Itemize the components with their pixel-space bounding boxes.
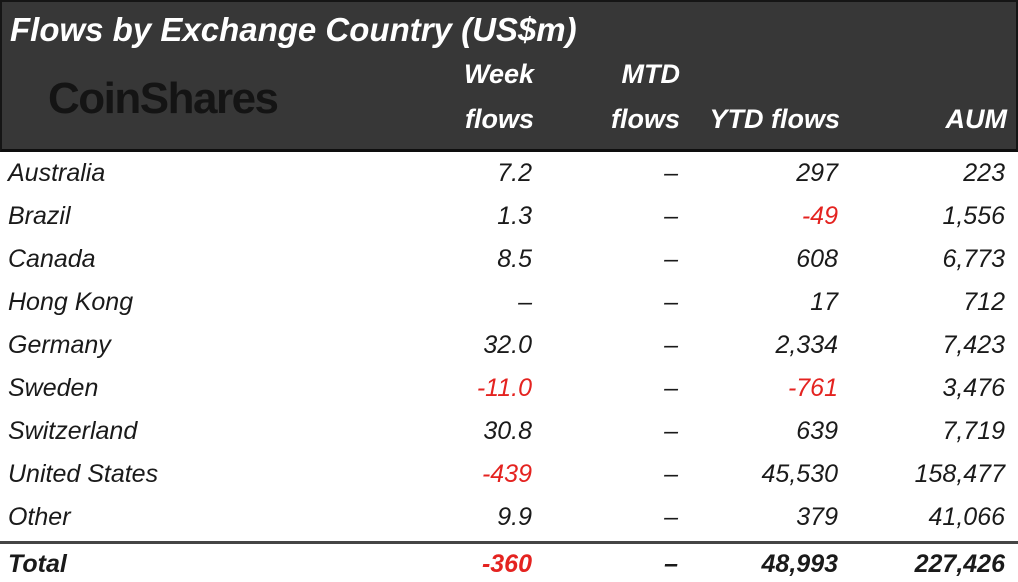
week-flows-cell: 7.2 [497, 159, 532, 187]
column-header-mtd-line2: flows [610, 104, 680, 134]
column-header-week-line2: flows [464, 104, 534, 134]
table-row: Brazil 1.3 – -49 1,556 [0, 195, 1018, 238]
ytd-flows-cell: 2,334 [775, 331, 838, 359]
country-cell: United States [8, 460, 159, 488]
aum-cell: 712 [963, 288, 1005, 316]
mtd-flows-cell: – [664, 503, 678, 531]
mtd-flows-cell: – [664, 202, 678, 230]
table-body: Australia 7.2 – 297 223 Brazil 1.3 – -49… [0, 152, 1018, 582]
country-cell: Germany [8, 331, 111, 359]
mtd-flows-cell: – [664, 331, 678, 359]
aum-cell: 158,477 [914, 460, 1005, 488]
aum-cell: 227,426 [914, 550, 1005, 578]
column-header-mtd-line1: MTD [621, 59, 680, 89]
table-row: Germany 32.0 – 2,334 7,423 [0, 324, 1018, 367]
week-flows-cell: 30.8 [483, 417, 532, 445]
ytd-flows-cell: 45,530 [761, 460, 838, 488]
column-header-mtd-flows: MTD flows [534, 52, 680, 145]
ytd-flows-cell: 608 [796, 245, 838, 273]
mtd-flows-cell: – [664, 288, 678, 316]
country-cell: Canada [8, 245, 96, 273]
ytd-flows-cell: 639 [796, 417, 838, 445]
country-cell: Australia [8, 159, 106, 187]
country-cell: Hong Kong [8, 288, 134, 316]
country-cell: Total [8, 550, 67, 578]
column-header-row: CoinShares Week flows MTD flows YTD flow… [2, 49, 1016, 145]
mtd-flows-cell: – [664, 550, 678, 578]
table-row: Total -360 – 48,993 227,426 [0, 541, 1018, 582]
week-flows-cell: 32.0 [483, 331, 532, 359]
ytd-flows-cell: 48,993 [761, 550, 838, 578]
ytd-flows-cell: -761 [787, 374, 838, 402]
table-header: Flows by Exchange Country (US$m) CoinSha… [0, 0, 1018, 152]
table-row: Australia 7.2 – 297 223 [0, 152, 1018, 195]
aum-cell: 7,719 [942, 417, 1005, 445]
ytd-flows-cell: 297 [796, 159, 838, 187]
week-flows-cell: -439 [481, 460, 532, 488]
country-cell: Sweden [8, 374, 99, 402]
aum-cell: 7,423 [942, 331, 1005, 359]
mtd-flows-cell: – [664, 417, 678, 445]
mtd-flows-cell: – [664, 460, 678, 488]
column-header-ytd-flows: YTD flows [709, 104, 840, 134]
week-flows-cell: -360 [481, 550, 532, 578]
column-header-week-line1: Week [463, 59, 534, 89]
week-flows-cell: 1.3 [497, 202, 532, 230]
ytd-flows-cell: 17 [810, 288, 838, 316]
coinshares-logo: CoinShares [48, 74, 279, 123]
ytd-flows-cell: 379 [796, 503, 838, 531]
mtd-flows-cell: – [664, 159, 678, 187]
aum-cell: 3,476 [942, 374, 1005, 402]
table-row: Hong Kong – – 17 712 [0, 281, 1018, 324]
table-row: United States -439 – 45,530 158,477 [0, 453, 1018, 496]
week-flows-cell: 8.5 [497, 245, 532, 273]
aum-cell: 223 [963, 159, 1005, 187]
week-flows-cell: – [518, 288, 532, 316]
column-header-week-flows: Week flows [354, 52, 534, 145]
aum-cell: 6,773 [942, 245, 1005, 273]
table-title: Flows by Exchange Country (US$m) [10, 11, 577, 48]
week-flows-cell: -11.0 [476, 374, 532, 402]
table-row: Other 9.9 – 379 41,066 [0, 496, 1018, 539]
country-cell: Brazil [8, 202, 71, 230]
mtd-flows-cell: – [664, 374, 678, 402]
ytd-flows-cell: -49 [801, 202, 838, 230]
country-cell: Switzerland [8, 417, 138, 445]
mtd-flows-cell: – [664, 245, 678, 273]
aum-cell: 1,556 [942, 202, 1005, 230]
table-row: Sweden -11.0 – -761 3,476 [0, 367, 1018, 410]
column-header-aum: AUM [945, 104, 1008, 134]
country-cell: Other [8, 503, 71, 531]
table-row: Switzerland 30.8 – 639 7,719 [0, 410, 1018, 453]
aum-cell: 41,066 [928, 503, 1005, 531]
week-flows-cell: 9.9 [497, 503, 532, 531]
table-row: Canada 8.5 – 608 6,773 [0, 238, 1018, 281]
